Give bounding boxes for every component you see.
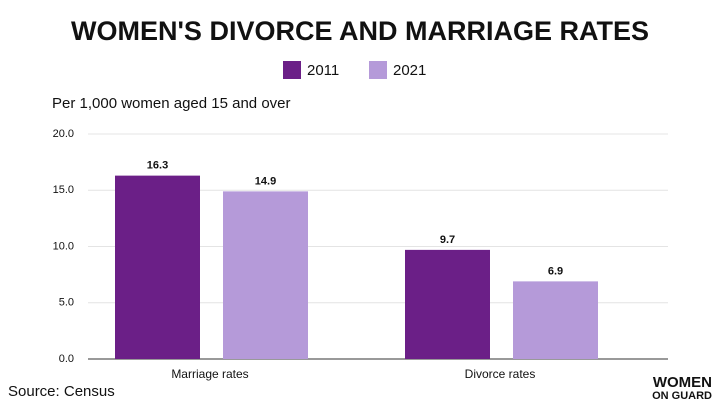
y-tick-label: 0.0 <box>59 353 74 365</box>
bar <box>405 249 490 359</box>
chart-title: WOMEN'S DIVORCE AND MARRIAGE RATES <box>71 16 649 46</box>
source: Source: Census <box>8 383 115 400</box>
bar <box>513 281 598 359</box>
bar <box>223 191 308 359</box>
x-tick-label: Marriage rates <box>171 367 248 381</box>
y-tick-label: 10.0 <box>53 240 74 252</box>
bar <box>115 175 200 359</box>
value-label: 6.9 <box>548 265 563 277</box>
y-tick-label: 5.0 <box>59 297 74 309</box>
legend-swatch <box>369 61 387 79</box>
logo-top: WOMEN <box>653 374 712 391</box>
x-tick-label: Divorce rates <box>465 367 536 381</box>
value-label: 14.9 <box>255 175 276 187</box>
y-tick-label: 20.0 <box>53 128 74 140</box>
logo-bottom: ON GUARD <box>652 390 712 402</box>
legend-label: 2021 <box>393 62 426 79</box>
y-tick-label: 15.0 <box>53 184 74 196</box>
value-label: 9.7 <box>440 234 455 246</box>
legend-label: 2011 <box>307 62 339 79</box>
value-label: 16.3 <box>147 160 168 172</box>
legend-swatch <box>283 61 301 79</box>
y-axis-label: Per 1,000 women aged 15 and over <box>52 95 291 112</box>
